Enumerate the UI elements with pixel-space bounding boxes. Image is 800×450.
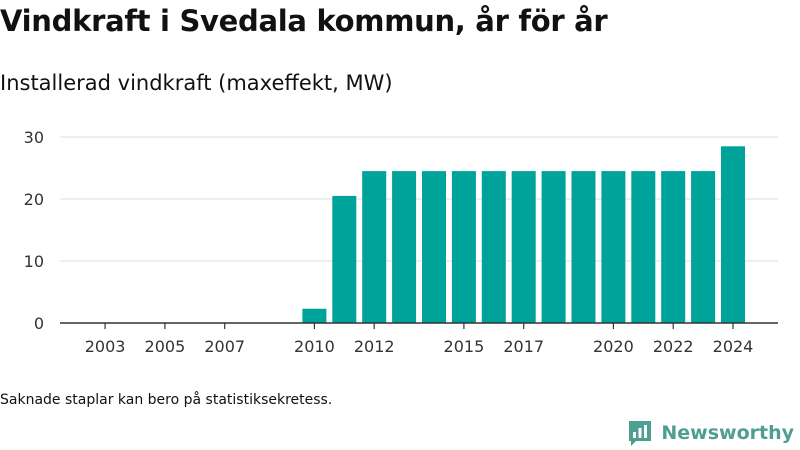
x-tick-label: 2017 [503, 337, 544, 356]
bars [302, 146, 745, 323]
bar-2012 [362, 171, 387, 323]
bar-2014 [422, 171, 446, 323]
y-tick-label: 20 [24, 190, 44, 209]
bar-2021 [631, 171, 656, 323]
y-axis-ticks: 0 10 20 30 [24, 128, 44, 333]
newsworthy-logo-icon [629, 421, 652, 446]
bar-2017 [511, 171, 536, 323]
bar-2019 [571, 171, 596, 323]
x-tick-label: 2024 [713, 337, 754, 356]
x-tick-label: 2003 [85, 337, 126, 356]
y-tick-label: 10 [24, 252, 44, 271]
bar-2018 [541, 171, 566, 323]
x-tick-label: 2012 [354, 337, 395, 356]
chart-subtitle: Installerad vindkraft (maxeffekt, MW) [0, 71, 393, 95]
chart-title: Vindkraft i Svedala kommun, år för år [0, 4, 608, 38]
bar-2023 [691, 171, 716, 323]
bar-2016 [481, 171, 506, 323]
y-tick-label: 0 [34, 314, 44, 333]
footnote: Saknade staplar kan bero på statistiksek… [0, 392, 333, 408]
bar-2020 [601, 171, 626, 323]
x-tick-label: 2007 [204, 337, 245, 356]
x-axis-ticks: 2003 2005 2007 2010 2012 2015 2017 2020 2022 2024 [85, 323, 754, 356]
bar-2010 [302, 308, 327, 323]
x-tick-label: 2020 [593, 337, 634, 356]
brand-logo[interactable]: Newsworthy [627, 418, 794, 448]
bar-2022 [661, 171, 686, 323]
x-tick-label: 2010 [294, 337, 335, 356]
bar-2013 [392, 171, 417, 323]
gridlines [60, 136, 778, 262]
x-tick-label: 2022 [653, 337, 694, 356]
bar-2011 [332, 195, 357, 323]
x-tick-label: 2015 [444, 337, 485, 356]
brand-name: Newsworthy [661, 422, 794, 444]
x-tick-label: 2005 [145, 337, 186, 356]
y-tick-label: 30 [24, 128, 44, 147]
bar-2024 [721, 146, 745, 323]
bar-2015 [451, 171, 476, 323]
bar-chart: 0 10 20 30 2003 2005 2007 2010 2012 2015 2017 2020… [24, 128, 778, 356]
